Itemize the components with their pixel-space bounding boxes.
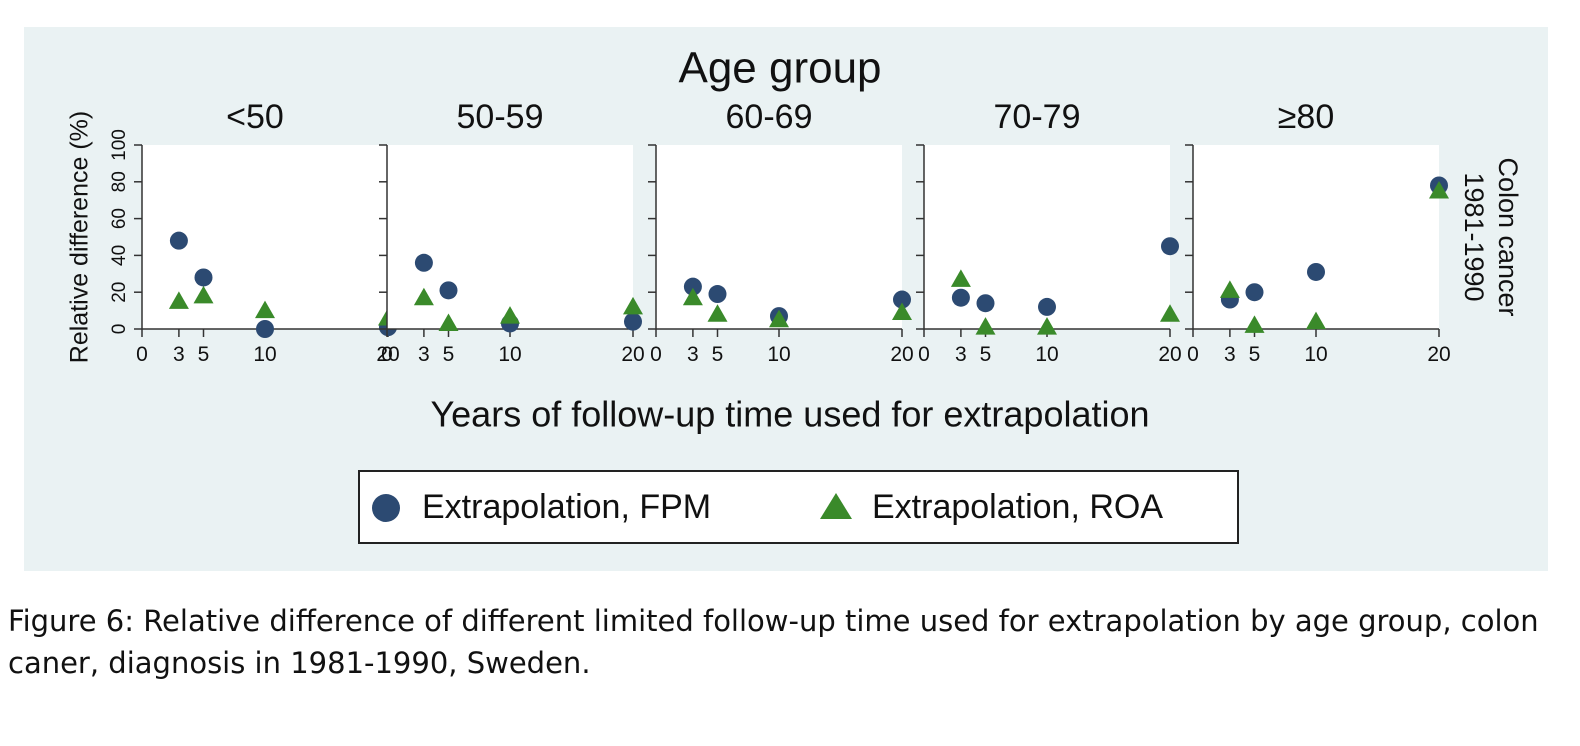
legend-box (358, 470, 1239, 544)
legend-roa-marker (820, 493, 852, 519)
panel-title: <50 (226, 98, 284, 136)
figure-panel: Age group Relative difference (%) Colon ca… (24, 27, 1548, 571)
fpm-point (1161, 237, 1179, 256)
roa-point (255, 300, 275, 319)
y-axis-label: Relative difference (%) (66, 111, 94, 363)
x-tick-label: 3 (687, 343, 699, 366)
x-tick-label: 5 (198, 343, 210, 366)
y-tick-label: 80 (109, 171, 130, 192)
x-tick-label: 10 (1304, 343, 1327, 366)
fpm-point (951, 288, 970, 307)
x-tick-label: 5 (1249, 343, 1261, 366)
fpm-point (976, 294, 995, 313)
roa-point (438, 313, 459, 331)
x-tick-label: 5 (980, 343, 992, 366)
legend-fpm-marker (372, 494, 400, 522)
legend-roa-label: Extrapolation, ROA (872, 488, 1163, 526)
roa-point (950, 269, 971, 287)
x-tick-label: 0 (650, 343, 662, 366)
x-tick-label: 3 (173, 343, 185, 366)
chart: Age group Relative difference (%) Colon ca… (66, 44, 1523, 544)
roa-point (193, 285, 214, 304)
x-tick-label: 20 (1427, 343, 1450, 366)
y-tick-label: 40 (109, 245, 130, 266)
roa-point (1160, 304, 1180, 322)
x-tick-label: 10 (767, 343, 790, 366)
y-tick-label: 100 (109, 129, 130, 161)
fpm-point (439, 281, 458, 300)
roa-point (500, 306, 520, 324)
roa-point (1219, 280, 1240, 298)
legend-fpm-label: Extrapolation, FPM (422, 488, 711, 526)
x-tick-label: 20 (890, 343, 913, 366)
x-tick-label: 0 (918, 343, 930, 366)
x-tick-label: 0 (381, 343, 393, 366)
panel-title: ≥80 (1278, 98, 1334, 136)
x-tick-label: 0 (1187, 343, 1199, 366)
fpm-point (414, 253, 433, 272)
fpm-point (708, 285, 727, 304)
fpm-point (194, 268, 213, 287)
fpm-point (1038, 297, 1056, 316)
x-tick-label: 10 (253, 343, 276, 366)
roa-point (707, 304, 728, 322)
fpm-point (1245, 283, 1264, 302)
x-tick-label: 3 (1224, 343, 1236, 366)
fpm-point (624, 312, 642, 331)
x-tick-label: 0 (136, 343, 148, 366)
panel-title: 60-69 (726, 98, 813, 136)
x-tick-label: 5 (712, 343, 724, 366)
fpm-point (169, 231, 188, 250)
roa-point (975, 317, 996, 335)
x-tick-label: 3 (955, 343, 967, 366)
roa-point (1429, 181, 1449, 199)
roa-point (1037, 317, 1057, 335)
x-tick-label: 10 (1035, 343, 1058, 366)
x-tick-label: 20 (621, 343, 644, 366)
chart-title: Age group (678, 44, 881, 93)
fpm-point (893, 290, 911, 309)
roa-point (892, 302, 912, 320)
panel-title: 70-79 (994, 98, 1081, 136)
fpm-point (683, 277, 702, 296)
x-tick-label: 10 (498, 343, 521, 366)
roa-point (1306, 311, 1326, 330)
roa-point (413, 287, 434, 306)
panel-title: 50-59 (457, 98, 544, 136)
row-label-0: Colon cancer (1493, 157, 1523, 316)
figure-caption: Figure 6: Relative difference of differe… (8, 604, 1539, 680)
roa-point (769, 309, 789, 328)
x-tick-label: 3 (418, 343, 430, 366)
roa-point (1244, 315, 1265, 333)
x-axis-label: Years of follow-up time used for extrapo… (430, 394, 1149, 435)
x-tick-label: 5 (443, 343, 455, 366)
x-tick-label: 20 (1158, 343, 1181, 366)
roa-point (623, 296, 643, 315)
row-label-1: 1981-1990 (1459, 172, 1489, 301)
x-tick-label: 20 (376, 343, 399, 366)
y-tick-label: 0 (109, 324, 130, 335)
y-tick-label: 20 (109, 282, 130, 303)
fpm-point (256, 320, 274, 338)
fpm-point (1307, 262, 1325, 281)
y-tick-label: 60 (109, 208, 130, 229)
roa-point (168, 291, 189, 309)
roa-point (682, 287, 703, 306)
